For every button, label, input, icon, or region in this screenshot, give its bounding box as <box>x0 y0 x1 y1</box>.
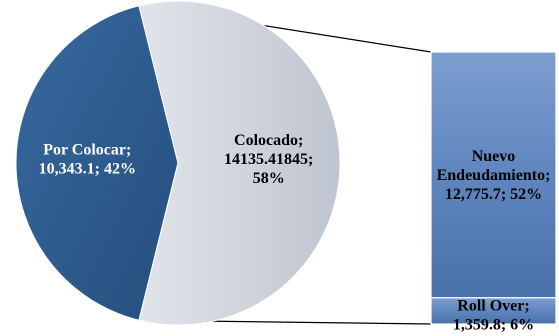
pie-slice-colocado <box>138 0 341 326</box>
bar-label-nuevo-endeudamiento: Nuevo Endeudamiento; 12,775.7; 52% <box>437 148 551 203</box>
pie-slice-por-colocar <box>15 5 179 321</box>
pie <box>15 0 341 326</box>
bar-segment-roll-over <box>430 297 557 325</box>
bar-label-roll-over: Roll Over; 1,359.8; 6% <box>453 297 534 333</box>
breakdown-bar <box>430 51 557 325</box>
data-labels: Por Colocar; 10,343.1; 42% Colocado; 14135.… <box>39 132 551 333</box>
pie-label-por-colocar: Por Colocar; 10,343.1; 42% <box>39 142 136 178</box>
pie-label-colocado: Colocado; 14135.41845; 58% <box>224 132 313 187</box>
